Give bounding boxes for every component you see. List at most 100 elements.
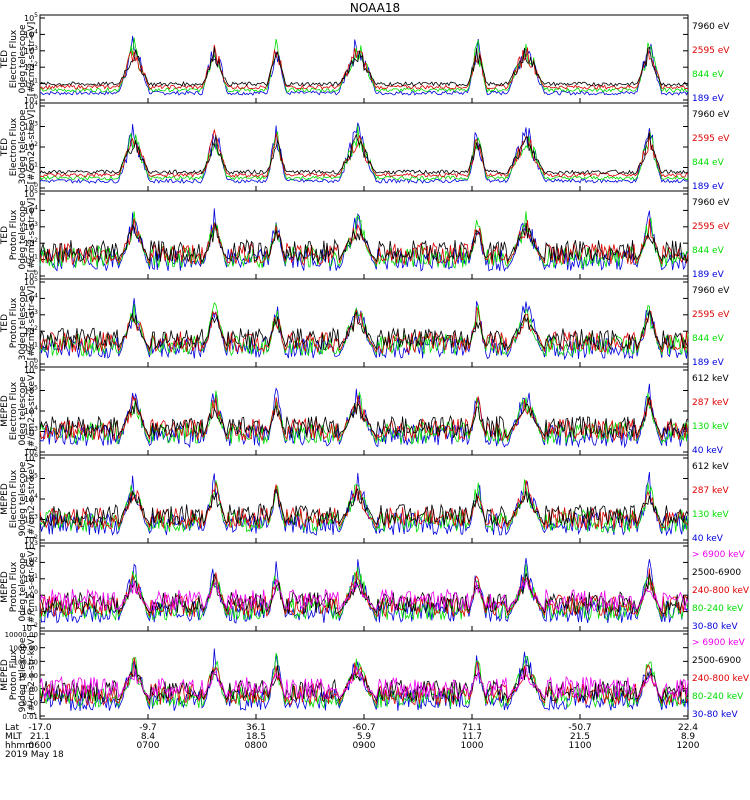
y-tick-label: 103 [24,540,38,551]
y-axis-label-line: [#/cm2-s-str-keV] [27,459,37,538]
y-tick-label: 102 [24,534,38,545]
y-tick-exponent: 5 [34,385,38,392]
y-tick-label: 101 [24,254,38,265]
legend-entry: 2595 eV [692,222,730,232]
legend-entry: 240-800 keV [692,586,750,596]
y-axis-label-line: [#/cm2-s-str-eV] [27,198,37,273]
series-trace-red [39,306,689,355]
y-tick-exponent: 0 [34,358,38,365]
y-axis-label-line: MEPED [0,395,10,427]
x-row-label: MLT [5,732,23,742]
y-axis-label-line: Proton Flux [9,209,19,260]
legend-entry: 30-80 keV [692,710,738,720]
y-tick-label: 102 [24,237,38,248]
y-axis-label-line: [#/cm2-s-str-keV] [27,547,37,626]
y-axis-label-line: 0deg telescope [18,24,28,94]
y-tick-exponent: 2 [34,325,38,332]
y-tick-exponent: 2 [34,446,38,453]
panel-frame [39,454,689,544]
x-tick-label: 71.1 [462,723,482,733]
series-trace-black [39,487,689,527]
x-tick-label: 18.5 [246,732,266,742]
y-axis-label-line: Electron Flux [9,469,19,528]
y-axis-label-line: Electron Flux [9,29,19,88]
legend-entry: > 6900 keV [692,550,746,560]
y-axis-label-line: TED [0,138,10,157]
y-axis-label-line: TED [0,314,10,333]
chart-title: NOAA18 [350,1,400,15]
y-tick-exponent: 5 [34,12,38,19]
legend-entry: 130 keV [692,422,729,432]
series-trace-red [39,480,689,531]
y-tick-exponent: 3 [34,540,38,547]
y-axis-label: MEPEDProton Flux90deg telescope[#/cm2-s-… [0,635,37,714]
y-tick-label: 104 [24,292,38,303]
y-tick-label: 0.10 [22,699,38,707]
y-axis-label-line: TED [0,226,10,245]
x-tick-label: 1000 [461,741,484,751]
x-tick-label: 5.9 [357,732,372,742]
y-axis-label-line: Electron Flux [9,381,19,440]
legend-entry: 189 eV [692,358,725,368]
x-tick-label: -9.7 [139,723,157,733]
legend-entry: 40 keV [692,446,724,456]
series-trace-red [39,395,689,442]
y-tick-exponent: 2 [34,237,38,244]
y-tick-label: 100.00 [14,658,39,666]
y-axis-label-line: 30deg telescope [18,285,28,360]
y-axis-label: TEDElectron Flux30deg telescope[#/cm2-s-… [0,109,37,184]
y-tick-exponent: 5 [34,276,38,283]
y-tick-exponent: 4 [34,292,38,299]
y-tick-exponent: 4 [34,204,38,211]
y-axis-label-line: TED [0,50,10,69]
x-tick-label: 11.7 [462,732,482,742]
legend-entry: 7960 eV [692,286,730,296]
x-tick-label: -60.7 [352,723,375,733]
y-tick-label: 104 [24,204,38,215]
y-tick-label: 10000.00 [5,631,38,639]
y-tick-label: 102 [24,325,38,336]
x-tick-label: 0800 [245,741,268,751]
y-axis-label-line: MEPED [0,483,10,515]
y-axis-label-line: Proton Flux [9,649,19,700]
y-tick-label: 0.01 [22,713,38,721]
legend-entry: 287 keV [692,486,729,496]
y-tick-exponent: 3 [34,309,38,316]
y-axis-label-line: 0deg telescope [18,200,28,270]
y-tick-label: 102 [24,141,38,152]
y-tick-label: 103 [24,514,38,525]
series-trace-green [39,652,689,709]
y-tick-label: 105 [24,12,38,23]
y-axis-label-line: MEPED [0,571,10,603]
series-trace-black [39,310,689,351]
y-tick-label: 104 [24,28,38,39]
y-axis-label: MEPEDElectron Flux90deg telescope[#/cm2-… [0,459,37,538]
y-tick-exponent: 3 [34,121,38,128]
y-tick-label: 103 [24,309,38,320]
y-tick-label: 100 [24,358,38,369]
y-axis-label-line: [#/cm2-s-str-keV] [27,635,37,714]
y-axis-label-line: Proton Flux [9,561,19,612]
y-tick-label: 10-2 [22,622,38,633]
legend-entry: 130 keV [692,510,729,520]
x-row-label: 2019 May 18 [5,750,64,760]
y-axis-label: TEDProton Flux30deg telescope[#/cm2-s-st… [0,285,37,360]
y-tick-label: 104 [24,405,38,416]
x-tick-label: 21.1 [30,732,50,742]
x-tick-label: 0900 [353,741,376,751]
legend-entry: 189 eV [692,182,725,192]
y-tick-exponent: -2 [32,622,38,629]
series-trace-red [39,129,689,178]
y-tick-label: 101 [24,162,38,173]
y-axis-label-line: 0deg telescope [18,552,28,622]
y-axis-label-line: [#/cm2-s-str-eV] [27,110,37,185]
y-axis-label-line: 90deg telescope [18,637,28,712]
y-tick-exponent: 1 [34,162,38,169]
legend-entry: 2500-6900 [692,568,741,578]
legend-entry: 2595 eV [692,310,730,320]
